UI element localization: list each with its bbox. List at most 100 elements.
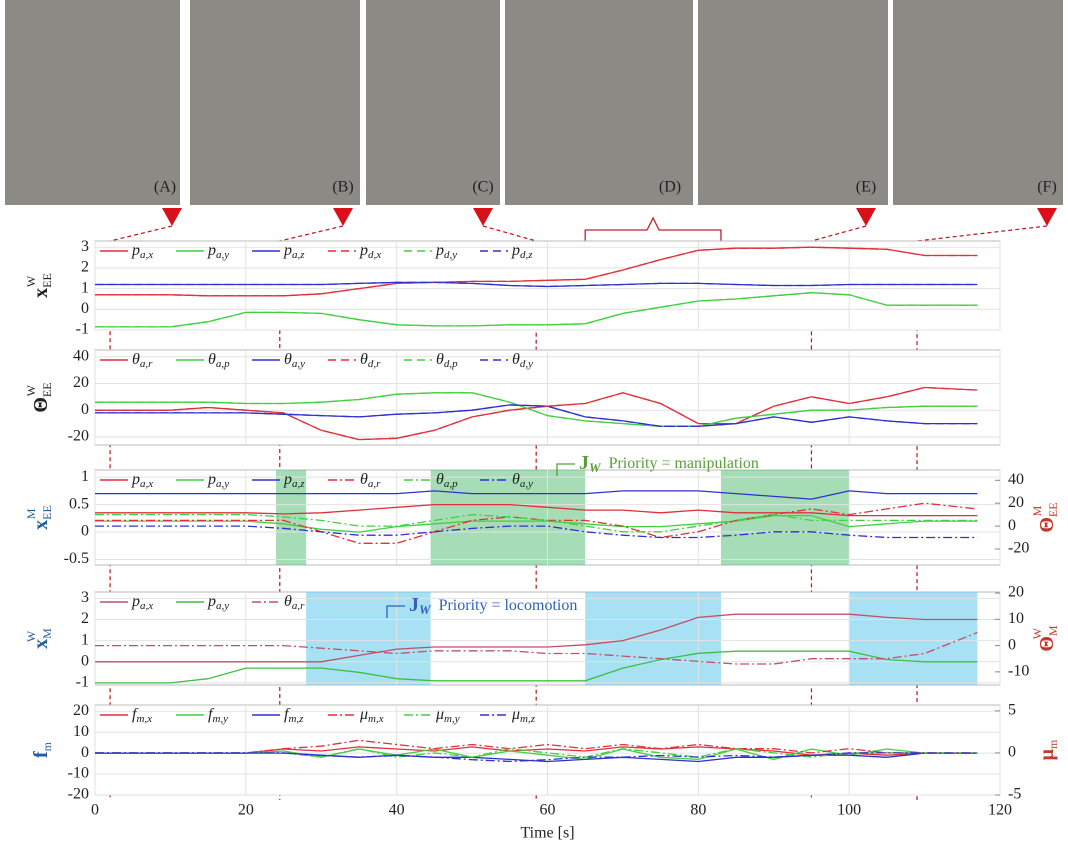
x-tick-label: 60: [540, 802, 556, 819]
photo: [366, 0, 500, 205]
photo-label: (D): [659, 179, 681, 196]
legend-sub: a,y: [216, 249, 229, 261]
legend-name: p: [131, 471, 140, 488]
legend-sub: a,x: [140, 249, 153, 261]
legend-name: θ: [360, 471, 368, 488]
legend-sub: d,p: [444, 358, 458, 370]
y2-tick-label: 5: [1008, 702, 1016, 719]
axis-label: ΘEEM: [1030, 502, 1060, 532]
y-tick-label: 10: [73, 723, 89, 740]
legend-sub: d,y: [520, 358, 533, 370]
event-marker: [162, 208, 182, 226]
legend-name: θ: [360, 351, 368, 368]
axis-label-sup: M: [1030, 505, 1044, 516]
legend-sub: a,r: [368, 478, 381, 490]
legend-name: p: [511, 242, 520, 259]
legend-sub: m,y: [444, 713, 460, 725]
legend-sub: a,y: [216, 600, 229, 612]
event-marker: [473, 208, 493, 226]
legend-name: p: [207, 242, 216, 259]
axis-label-base: Θ: [30, 397, 52, 413]
annotation-symbol: J: [409, 594, 419, 616]
legend-sub: m,x: [368, 713, 384, 725]
legend-name: p: [207, 471, 216, 488]
axis-label: μm: [1036, 739, 1060, 760]
y-tick-label: -0.5: [64, 550, 89, 567]
legend-name: θ: [512, 471, 520, 488]
legend-sub: a,p: [444, 478, 458, 490]
photo: [190, 0, 360, 205]
panel: -0.500.51-2002040pa,xpa,ypa,zθa,rθa,pθa,…: [64, 452, 1030, 568]
y-tick-label: 1: [81, 279, 89, 296]
legend-sub: a,z: [292, 249, 305, 261]
y-tick-label: 40: [73, 347, 89, 364]
legend-sub: a,y: [216, 478, 229, 490]
photo: [698, 0, 888, 205]
legend-name: θ: [436, 471, 444, 488]
y-tick-label: 3: [81, 238, 89, 255]
axis-label: xMW: [24, 628, 54, 649]
legend-sub: d,z: [520, 249, 533, 261]
y2-tick-label: 20: [1008, 584, 1024, 601]
y-tick-label: 2: [81, 610, 89, 627]
annotation-text: Priority = locomotion: [439, 597, 578, 614]
legend-name: p: [131, 593, 140, 610]
photo: [893, 0, 1063, 205]
priority-region: [721, 470, 849, 565]
axis-label: ΘEEW: [24, 382, 54, 412]
event-marker: [1037, 208, 1057, 226]
y2-tick-label: -20: [1008, 540, 1029, 557]
photo-strip: [5, 0, 1063, 205]
x-tick-label: 80: [690, 802, 706, 819]
legend-sub: d,x: [368, 249, 381, 261]
figure: (A)(B)(C)(D)(E)(F)-10123pa,xpa,ypa,zpd,x…: [0, 0, 1068, 854]
y-tick-label: 0: [81, 744, 89, 761]
legend-sub: d,y: [444, 249, 457, 261]
axis-label-base: x: [30, 288, 52, 298]
photo-label: (A): [154, 179, 176, 196]
event-bracket: [585, 218, 721, 242]
axis-label-sup: W: [1030, 627, 1044, 639]
y-tick-label: 1: [81, 631, 89, 648]
axis-label-base: μ: [1036, 748, 1058, 760]
y-tick-label: 0: [81, 300, 89, 317]
event-marker: [856, 208, 876, 226]
y2-tick-label: 0: [1008, 517, 1016, 534]
x-tick-label: 120: [988, 802, 1012, 819]
axis-label-sub: m: [1046, 739, 1060, 749]
axis-label-sub: EE: [40, 273, 54, 288]
axis-label-sup: W: [24, 275, 38, 287]
photo-label: (C): [472, 179, 493, 196]
legend-name: p: [283, 471, 292, 488]
axis-label: ΘMW: [1030, 625, 1060, 652]
y-tick-label: -20: [68, 786, 89, 803]
legend-name: p: [283, 242, 292, 259]
y2-tick-label: 40: [1008, 471, 1024, 488]
photo: [505, 0, 693, 205]
legend-name: θ: [132, 351, 140, 368]
event-marker: [333, 208, 353, 226]
y-tick-label: 1: [81, 468, 89, 485]
axis-label-sub: M: [1046, 625, 1060, 636]
photo: [5, 0, 180, 205]
y-tick-label: 20: [73, 702, 89, 719]
y-tick-label: 0: [81, 401, 89, 418]
y-tick-label: -1: [76, 321, 89, 338]
y-tick-label: -1: [76, 674, 89, 691]
legend-sub: d,r: [368, 358, 381, 370]
annotation-sub: W: [589, 460, 602, 475]
y-tick-label: 2: [81, 259, 89, 276]
legend-sub: a,z: [292, 478, 305, 490]
y-tick-label: 0: [81, 523, 89, 540]
axis-label-sup: W: [24, 384, 38, 396]
legend-name: θ: [284, 351, 292, 368]
legend-sub: a,y: [292, 358, 305, 370]
axis-label-sub: EE: [40, 382, 54, 397]
annotation-symbol: J: [579, 452, 589, 474]
axis-label-sub: EE: [1046, 502, 1060, 517]
legend-name: θ: [512, 351, 520, 368]
axis-label-sub: EE: [40, 505, 54, 520]
y2-tick-label: 0: [1008, 744, 1016, 761]
y2-tick-label: -5: [1008, 786, 1021, 803]
